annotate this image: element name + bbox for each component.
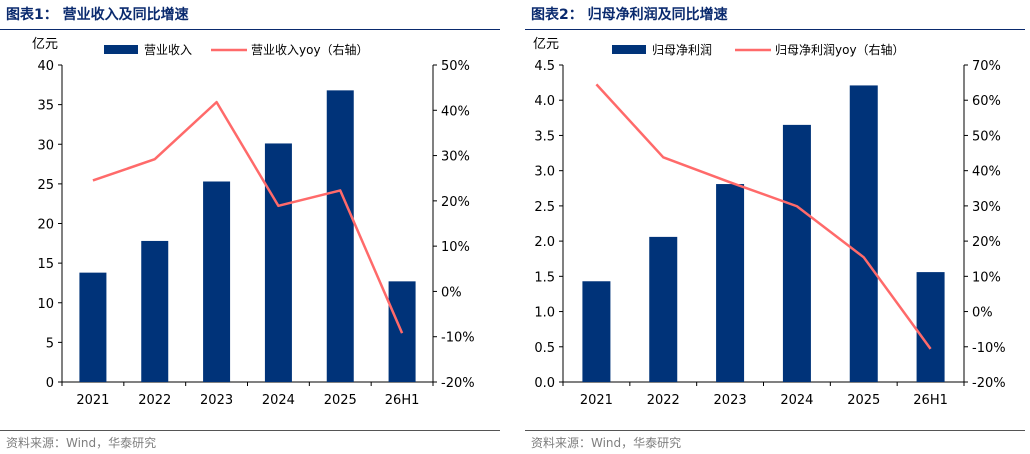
left-axis-tick-label: 5 bbox=[46, 336, 54, 351]
bar-2022 bbox=[141, 240, 169, 382]
x-axis-tick-label: 2024 bbox=[780, 393, 813, 408]
left-axis-tick-label: 30 bbox=[37, 138, 54, 153]
bar-2025 bbox=[849, 85, 878, 382]
x-axis-tick-label: 2025 bbox=[847, 393, 880, 408]
right-axis-tick-label: 10% bbox=[972, 270, 1001, 285]
x-axis-tick-label: 2022 bbox=[647, 393, 680, 408]
x-axis-tick-label: 2024 bbox=[262, 393, 295, 408]
source-note: 资料来源：Wind，华泰研究 bbox=[531, 436, 682, 450]
title-divider bbox=[0, 29, 500, 30]
left-axis-tick-label: 4.0 bbox=[534, 94, 555, 109]
right-axis-tick-label: -10% bbox=[972, 341, 1006, 356]
y-axis-unit-label: 亿元 bbox=[32, 37, 58, 52]
source-divider bbox=[0, 430, 500, 431]
left-axis-tick-label: 1.0 bbox=[534, 306, 555, 321]
bar-2023 bbox=[203, 181, 231, 382]
right-axis-tick-label: 20% bbox=[441, 195, 470, 210]
right-axis-tick-label: 70% bbox=[972, 59, 1001, 74]
figure-title: 图表1： 营业收入及同比增速 bbox=[6, 7, 189, 23]
left-axis-tick-label: 0.5 bbox=[534, 341, 555, 356]
legend-line-label: 归母净利润yoy（右轴） bbox=[775, 42, 905, 57]
left-axis-tick-label: 20 bbox=[37, 218, 54, 233]
x-axis-tick-label: 2021 bbox=[580, 393, 613, 408]
x-axis-tick-label: 2025 bbox=[324, 393, 357, 408]
left-axis-tick-label: 25 bbox=[37, 178, 54, 193]
x-axis-tick-label: 2023 bbox=[200, 393, 233, 408]
left-axis-tick-label: 40 bbox=[37, 59, 54, 74]
chart-panel-revenue: 图表1： 营业收入及同比增速 亿元 0 5 10 15 20 25 30 35 40 -20% -10… bbox=[0, 0, 505, 454]
legend-bar-swatch bbox=[104, 45, 138, 54]
left-axis-tick-label: 4.5 bbox=[534, 59, 555, 74]
right-axis-tick-label: 30% bbox=[972, 200, 1001, 215]
bar-2021 bbox=[79, 272, 107, 382]
x-axis-tick-label: 26H1 bbox=[913, 393, 948, 408]
legend-bar-swatch bbox=[612, 45, 646, 54]
right-axis-tick-label: 30% bbox=[441, 150, 470, 165]
bar-2024 bbox=[264, 143, 292, 382]
source-divider bbox=[525, 430, 1025, 431]
legend-bar-label: 营业收入 bbox=[144, 43, 192, 57]
yoy-line bbox=[92, 100, 404, 334]
right-axis-tick-label: 60% bbox=[972, 94, 1001, 109]
left-axis-tick-label: 10 bbox=[37, 297, 54, 312]
right-axis-tick-label: 40% bbox=[441, 104, 470, 119]
legend-bar-label: 归母净利润 bbox=[652, 43, 712, 57]
right-axis-tick-label: -20% bbox=[972, 376, 1006, 391]
figure-title: 图表2： 归母净利润及同比增速 bbox=[531, 7, 728, 23]
right-axis-tick-label: 0% bbox=[441, 285, 462, 300]
bar-2023 bbox=[716, 184, 745, 382]
left-axis-tick-label: 2.5 bbox=[534, 200, 555, 215]
x-axis-tick-label: 26H1 bbox=[385, 393, 420, 408]
right-axis-tick-label: 20% bbox=[972, 235, 1001, 250]
bar-2024 bbox=[782, 124, 811, 382]
bar-2021 bbox=[582, 281, 611, 382]
right-axis-tick-label: -20% bbox=[441, 376, 475, 391]
revenue-chart: 亿元0510152025303540-20%-10%0%10%20%30%40%… bbox=[32, 37, 475, 408]
right-axis-tick-label: 40% bbox=[972, 165, 1001, 180]
left-axis-tick-label: 0.0 bbox=[534, 376, 555, 391]
left-axis-tick-label: 35 bbox=[37, 99, 54, 114]
bar-2022 bbox=[649, 236, 678, 382]
left-axis-tick-label: 1.5 bbox=[534, 270, 555, 285]
x-axis-tick-label: 2023 bbox=[714, 393, 747, 408]
y-axis-unit-label: 亿元 bbox=[533, 37, 559, 52]
left-axis-tick-label: 2.0 bbox=[534, 235, 555, 250]
source-note: 资料来源：Wind，华泰研究 bbox=[6, 436, 157, 450]
title-divider bbox=[525, 29, 1025, 30]
chart-panel-net-profit: 图表2： 归母净利润及同比增速 亿元 0.0 0.5 1.0 1.5 2.0 2.5 3.0 3… bbox=[525, 0, 1030, 454]
right-axis-tick-label: 10% bbox=[441, 240, 470, 255]
x-axis-tick-label: 2021 bbox=[76, 393, 109, 408]
bar-2025 bbox=[326, 90, 354, 383]
right-axis-tick-label: 50% bbox=[972, 129, 1001, 144]
yoy-line bbox=[595, 83, 932, 350]
left-axis-tick-label: 3.0 bbox=[534, 165, 555, 180]
right-axis-tick-label: 0% bbox=[972, 306, 993, 321]
x-axis-tick-label: 2022 bbox=[138, 393, 171, 408]
right-axis-tick-label: 50% bbox=[441, 59, 470, 74]
bar-26H1 bbox=[916, 272, 945, 382]
left-axis-tick-label: 0 bbox=[46, 376, 54, 391]
right-axis-tick-label: -10% bbox=[441, 331, 475, 346]
legend-line-label: 营业收入yoy（右轴） bbox=[251, 42, 369, 57]
net-profit-chart: 亿元 0.0 0.5 1.0 1.5 2.0 2.5 3.0 3.5 4.0 4.5 -20% -10%… bbox=[533, 37, 1006, 408]
left-axis-tick-label: 15 bbox=[37, 257, 54, 272]
left-axis-tick-label: 3.5 bbox=[534, 129, 555, 144]
